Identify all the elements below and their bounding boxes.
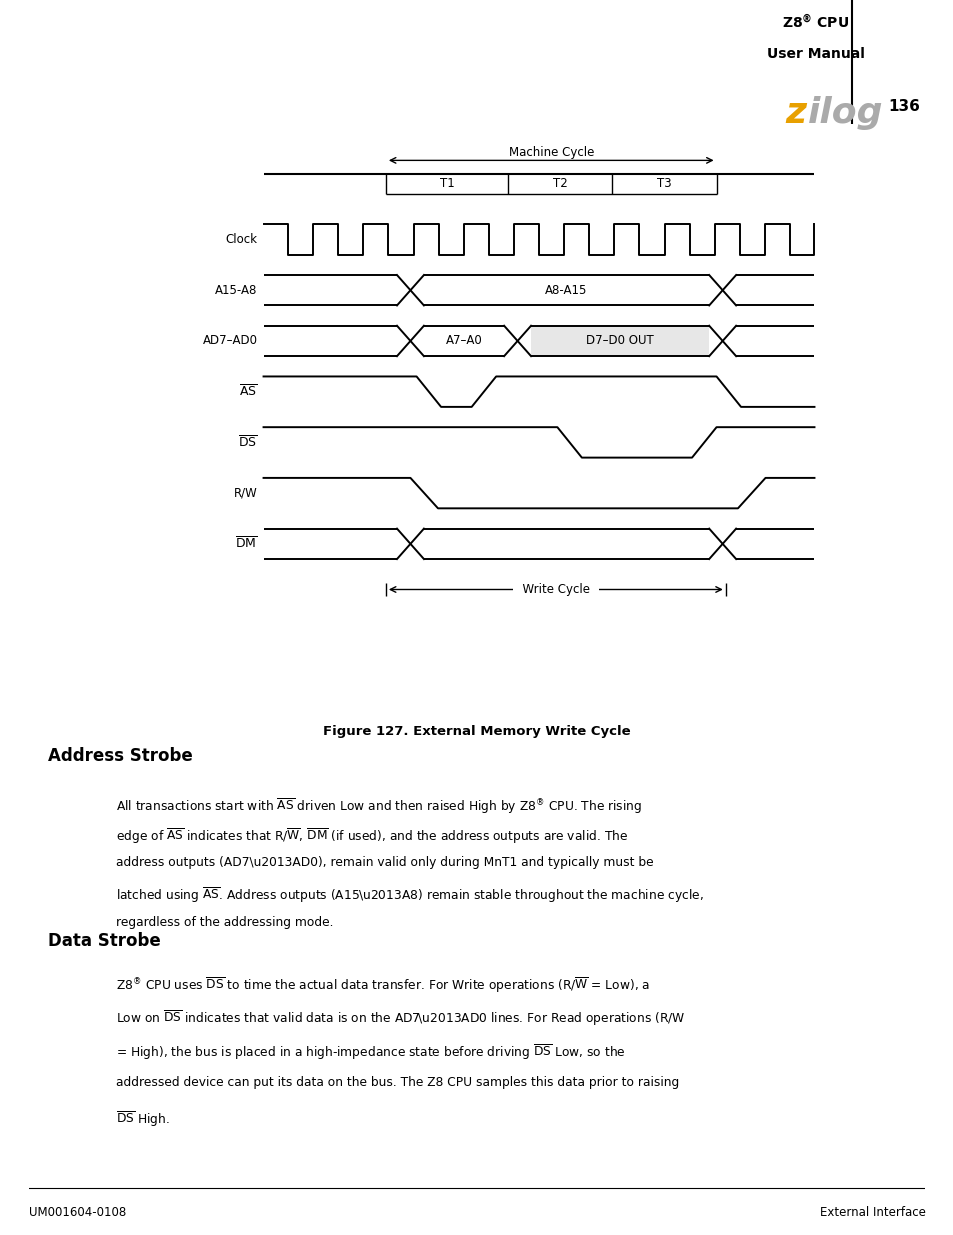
Text: A15-A8: A15-A8 <box>214 284 257 296</box>
Text: = High), the bus is placed in a high-impedance state before driving $\overline{\: = High), the bus is placed in a high-imp… <box>116 1042 625 1062</box>
Text: regardless of the addressing mode.: regardless of the addressing mode. <box>116 915 334 929</box>
Text: A7–A0: A7–A0 <box>445 335 482 347</box>
Text: Clock: Clock <box>225 233 257 246</box>
Text: T2: T2 <box>553 177 567 190</box>
Text: Z8$^{\mathregular{\circledR}}$ CPU uses $\overline{\rm DS}$ to time the actual d: Z8$^{\mathregular{\circledR}}$ CPU uses … <box>116 976 650 994</box>
Text: Address Strobe: Address Strobe <box>48 747 193 766</box>
Text: Machine Cycle: Machine Cycle <box>508 146 594 159</box>
Text: addressed device can put its data on the bus. The Z8 CPU samples this data prior: addressed device can put its data on the… <box>116 1076 679 1089</box>
Text: Write Cycle: Write Cycle <box>514 583 597 597</box>
Text: T1: T1 <box>439 177 454 190</box>
Text: R/W: R/W <box>233 487 257 500</box>
Text: edge of $\overline{\rm AS}$ indicates that R/$\overline{\rm W}$, $\overline{\rm : edge of $\overline{\rm AS}$ indicates th… <box>116 827 628 846</box>
Text: Z8$^{\mathregular{\circledR}}$ CPU: Z8$^{\mathregular{\circledR}}$ CPU <box>781 12 848 31</box>
Text: D7–D0 OUT: D7–D0 OUT <box>586 335 654 347</box>
Text: Figure 127. External Memory Write Cycle: Figure 127. External Memory Write Cycle <box>323 725 630 739</box>
Text: All transactions start with $\overline{\rm AS}$ driven Low and then raised High : All transactions start with $\overline{\… <box>116 798 641 816</box>
Text: Low on $\overline{\rm DS}$ indicates that valid data is on the AD7\u2013AD0 line: Low on $\overline{\rm DS}$ indicates tha… <box>116 1009 685 1029</box>
Text: 136: 136 <box>887 99 920 114</box>
Text: address outputs (AD7\u2013AD0), remain valid only during MnT1 and typically must: address outputs (AD7\u2013AD0), remain v… <box>116 856 654 869</box>
Bar <box>531 326 708 356</box>
Text: User Manual: User Manual <box>766 47 863 61</box>
Text: External Interface: External Interface <box>819 1205 924 1219</box>
Text: AD7–AD0: AD7–AD0 <box>202 335 257 347</box>
Text: A8-A15: A8-A15 <box>545 284 587 296</box>
Text: $\overline{\rm DS}$: $\overline{\rm DS}$ <box>237 435 257 450</box>
Text: latched using $\overline{\rm AS}$. Address outputs (A15\u2013A8) remain stable t: latched using $\overline{\rm AS}$. Addre… <box>116 885 703 905</box>
Text: Data Strobe: Data Strobe <box>48 932 160 951</box>
Text: ilog: ilog <box>807 96 882 131</box>
Text: T3: T3 <box>657 177 671 190</box>
Text: $\overline{\rm AS}$: $\overline{\rm AS}$ <box>238 384 257 399</box>
Text: z: z <box>784 96 805 131</box>
Text: $\overline{\rm DS}$ High.: $\overline{\rm DS}$ High. <box>116 1109 170 1129</box>
Text: $\overline{\rm DM}$: $\overline{\rm DM}$ <box>234 536 257 552</box>
Text: UM001604-0108: UM001604-0108 <box>29 1205 126 1219</box>
